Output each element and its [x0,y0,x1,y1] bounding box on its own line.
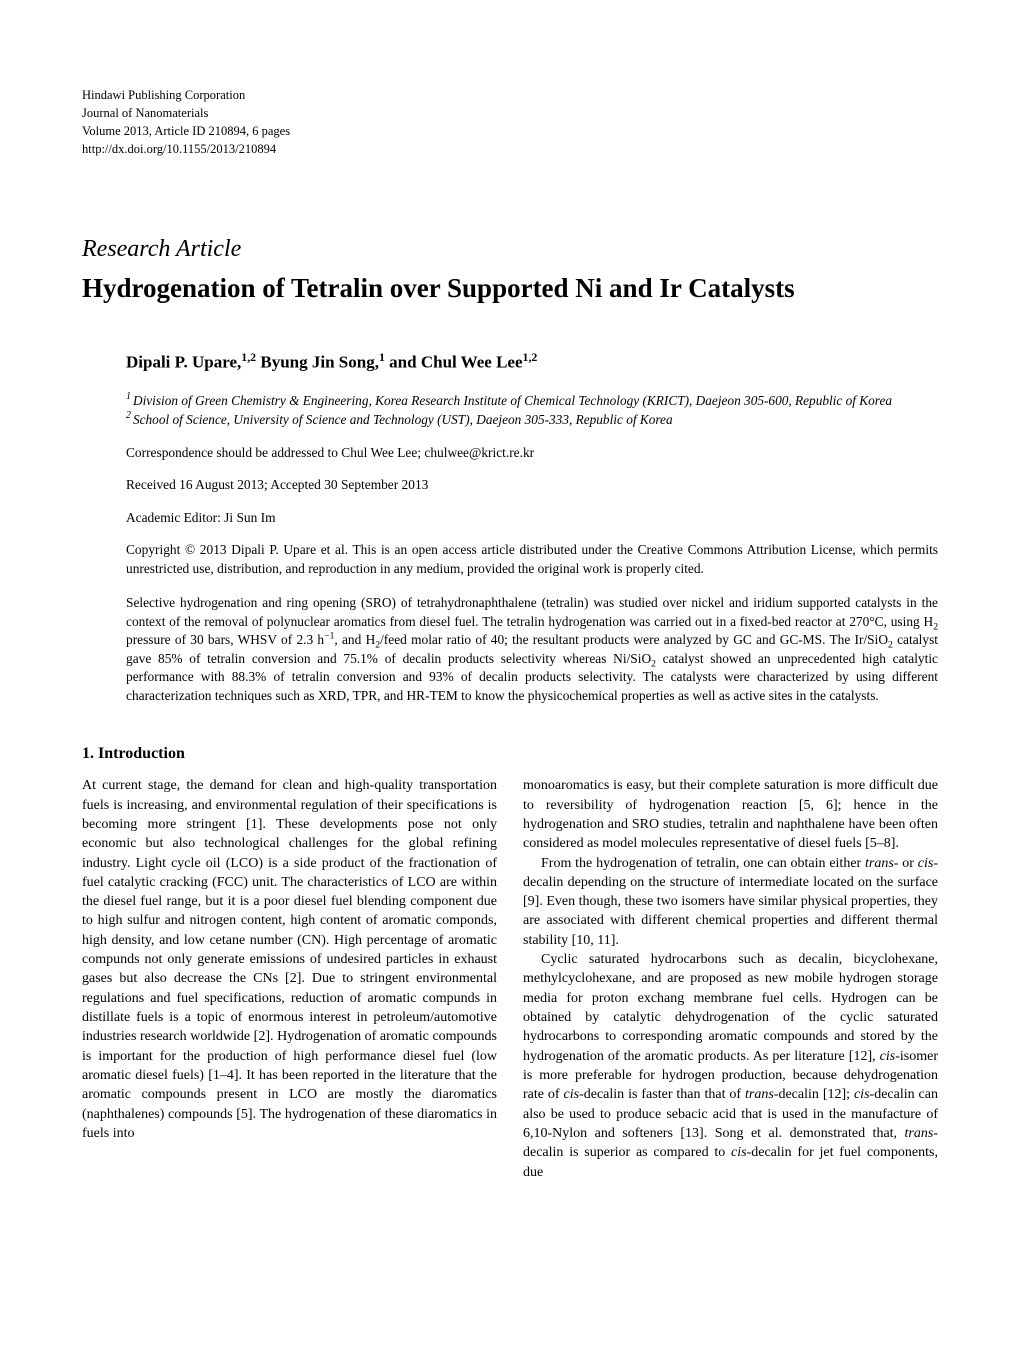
publisher-line: http://dx.doi.org/10.1155/2013/210894 [82,140,938,158]
publisher-line: Volume 2013, Article ID 210894, 6 pages [82,122,938,140]
academic-editor: Academic Editor: Ji Sun Im [126,509,938,528]
affiliations: 1 Division of Green Chemistry & Engineer… [126,392,938,429]
correspondence: Correspondence should be addressed to Ch… [126,444,938,463]
affiliation-text: School of Science, University of Science… [133,411,673,430]
authors: Dipali P. Upare,1,2 Byung Jin Song,1 and… [126,349,938,374]
column-right: monoaromatics is easy, but their complet… [523,776,938,1182]
publisher-line: Hindawi Publishing Corporation [82,86,938,104]
abstract: Selective hydrogenation and ring opening… [126,594,938,705]
article-title: Hydrogenation of Tetralin over Supported… [82,272,938,306]
publisher-line: Journal of Nanomaterials [82,104,938,122]
publisher-info: Hindawi Publishing Corporation Journal o… [82,86,938,159]
section-heading: 1. Introduction [82,743,938,765]
affiliation-text: Division of Green Chemistry & Engineerin… [133,392,892,411]
article-type: Research Article [82,233,938,266]
column-left: At current stage, the demand for clean a… [82,776,497,1182]
affiliation-number: 2 [126,409,131,428]
dates: Received 16 August 2013; Accepted 30 Sep… [126,476,938,495]
body-columns: At current stage, the demand for clean a… [82,776,938,1182]
affiliation-number: 1 [126,390,131,409]
copyright: Copyright © 2013 Dipali P. Upare et al. … [126,541,938,578]
